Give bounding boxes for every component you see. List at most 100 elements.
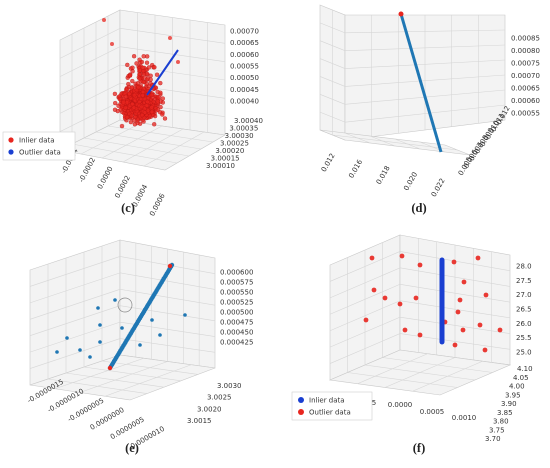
e-z-tick-3: 0.000525 <box>220 299 253 307</box>
c-inlier-point <box>149 92 155 98</box>
f-legend-box <box>291 391 373 421</box>
e-z-ticks: 0.000600 0.000575 0.000550 0.000525 0.000500… <box>220 269 253 347</box>
e-z-tick-6: 0.000450 <box>220 329 253 337</box>
c-z-tick-2: 0.00060 <box>230 51 259 59</box>
c-inlier-point <box>134 61 139 66</box>
c-inlier-point <box>137 57 142 62</box>
c-z-tick-3: 0.00055 <box>230 63 259 71</box>
f-y-ticks: 4.104.054.003.953.903.853.803.753.70 <box>485 365 533 443</box>
d-z-ticks: 0.00085 0.00080 0.00075 0.00070 0.00065 0.000… <box>511 35 540 118</box>
e-z-tick-5: 0.000475 <box>220 319 253 327</box>
panel-f: 28.0 27.5 27.0 26.5 26.0 25.5 25.0 4.104.054.0… <box>291 234 533 455</box>
f-outlier-point <box>363 317 369 323</box>
d-x-tick-4: 0.022 <box>430 177 447 198</box>
d-left-gridline-h6 <box>319 111 346 123</box>
c-inlier-point <box>129 85 134 90</box>
f-y-tick-4: 3.90 <box>501 400 517 408</box>
f-x-tick-1: 0.0000 <box>388 401 413 409</box>
c-inlier-point <box>112 91 118 97</box>
c-y-tick-1: 3.00035 <box>229 125 258 133</box>
f-left-gridline-h3 <box>329 284 401 315</box>
f-floor-gridline-h2 <box>384 357 456 388</box>
d-right-gridline-h3 <box>344 59 506 69</box>
e-left-gridline-h6 <box>29 338 121 369</box>
c-inlier-point <box>158 80 163 86</box>
c-inlier-point <box>142 110 148 115</box>
f-grid <box>329 238 511 392</box>
c-inlier-point <box>128 119 134 125</box>
d-z-tick-4: 0.00065 <box>511 85 540 93</box>
e-z-tick-4: 0.000500 <box>220 309 253 317</box>
f-floor-gridline-h1 <box>357 353 428 385</box>
c-inlier-point <box>124 115 130 120</box>
d-z-tick-5: 0.00060 <box>511 97 540 105</box>
f-outlier-point <box>451 259 457 265</box>
c-inlier-point <box>131 54 137 59</box>
e-scatter-point <box>96 306 100 310</box>
c-floor-gridline-v3 <box>95 131 202 150</box>
e-left-gridline-h5 <box>29 321 121 353</box>
c-z-tick-6: 0.00040 <box>230 98 259 106</box>
e-right-gridline-h6 <box>119 338 216 353</box>
e-floor-gridline-h3 <box>104 364 192 397</box>
panel-d: 0.00085 0.00080 0.00075 0.00070 0.00065 0.000… <box>319 4 540 215</box>
c-inlier-point <box>152 122 157 127</box>
e-y-tick-0: 3.0030 <box>217 382 242 390</box>
c-inlier-point <box>118 107 123 112</box>
e-scatter-point <box>138 343 142 347</box>
c-inlier-point <box>141 54 146 59</box>
e-left-gridline-h3 <box>29 289 121 320</box>
d-z-tick-1: 0.00080 <box>511 47 540 55</box>
c-inlier-point <box>149 109 155 115</box>
c-inlier-point <box>112 107 118 112</box>
e-floor-gridline-h2 <box>79 361 168 393</box>
c-inlier-point <box>158 104 163 110</box>
c-inlier-point <box>149 105 154 110</box>
e-y-tick-3: 3.0015 <box>187 417 212 425</box>
d-right-gridline-h1 <box>344 29 506 34</box>
panel-c: 0.00070 0.00065 0.00060 0.00055 0.00050 0.000… <box>2 9 263 218</box>
c-left-gridline-h2 <box>59 46 121 77</box>
c-legend-inlier-label: Inlier data <box>19 137 55 145</box>
d-right-gridline-h6 <box>344 104 506 123</box>
c-inlier-point <box>140 93 145 98</box>
e-caption: (e) <box>125 441 139 455</box>
f-left-gridline-h6 <box>329 333 401 364</box>
f-points <box>363 253 503 353</box>
f-x-tick-2: 0.0005 <box>420 408 445 416</box>
d-x-tick-0: 0.012 <box>320 152 337 173</box>
d-z-tick-2: 0.00075 <box>511 60 540 68</box>
e-scatter-point <box>150 318 154 322</box>
f-outlier-point <box>457 297 463 303</box>
c-legend-inlier-marker <box>8 137 14 143</box>
f-right-gridline-h5 <box>399 316 511 334</box>
f-outlier-point <box>382 295 388 301</box>
d-right-gridline-h2 <box>344 44 506 52</box>
e-right-gridline-h2 <box>119 272 216 290</box>
c-x-tick-1: -0.0002 <box>77 156 97 184</box>
c-inlier-point <box>160 112 165 117</box>
f-y-tick-5: 3.85 <box>497 409 513 417</box>
c-x-tick-2: 0.0000 <box>96 165 115 190</box>
c-inlier-point <box>124 100 130 105</box>
e-scatter-point <box>113 298 117 302</box>
f-x-tick-3: 0.0010 <box>452 414 477 422</box>
f-outlier-point <box>369 255 375 261</box>
c-inlier-point <box>176 60 180 64</box>
f-legend: Inlier data Outlier data <box>291 391 373 421</box>
f-legend-outlier-label: Outlier data <box>309 409 351 417</box>
c-x-tick-5: 0.0006 <box>148 192 167 218</box>
e-right-gridline-h3 <box>119 288 216 306</box>
c-floor-gridline-h4 <box>143 131 205 167</box>
e-left-gridline-h2 <box>29 272 121 304</box>
d-left-gridline-h3 <box>319 58 346 69</box>
c-inlier-point <box>139 104 144 110</box>
c-inlier-point <box>129 113 134 118</box>
f-floor-gridline-h3 <box>412 360 483 392</box>
f-outlier-point <box>417 262 423 268</box>
f-x-tick-0: 5 <box>372 399 376 407</box>
c-floor-pane <box>59 119 226 171</box>
d-x-ticks: 0.012 0.016 0.018 0.020 0.022 <box>320 152 447 198</box>
e-z-tick-0: 0.000600 <box>220 269 253 277</box>
